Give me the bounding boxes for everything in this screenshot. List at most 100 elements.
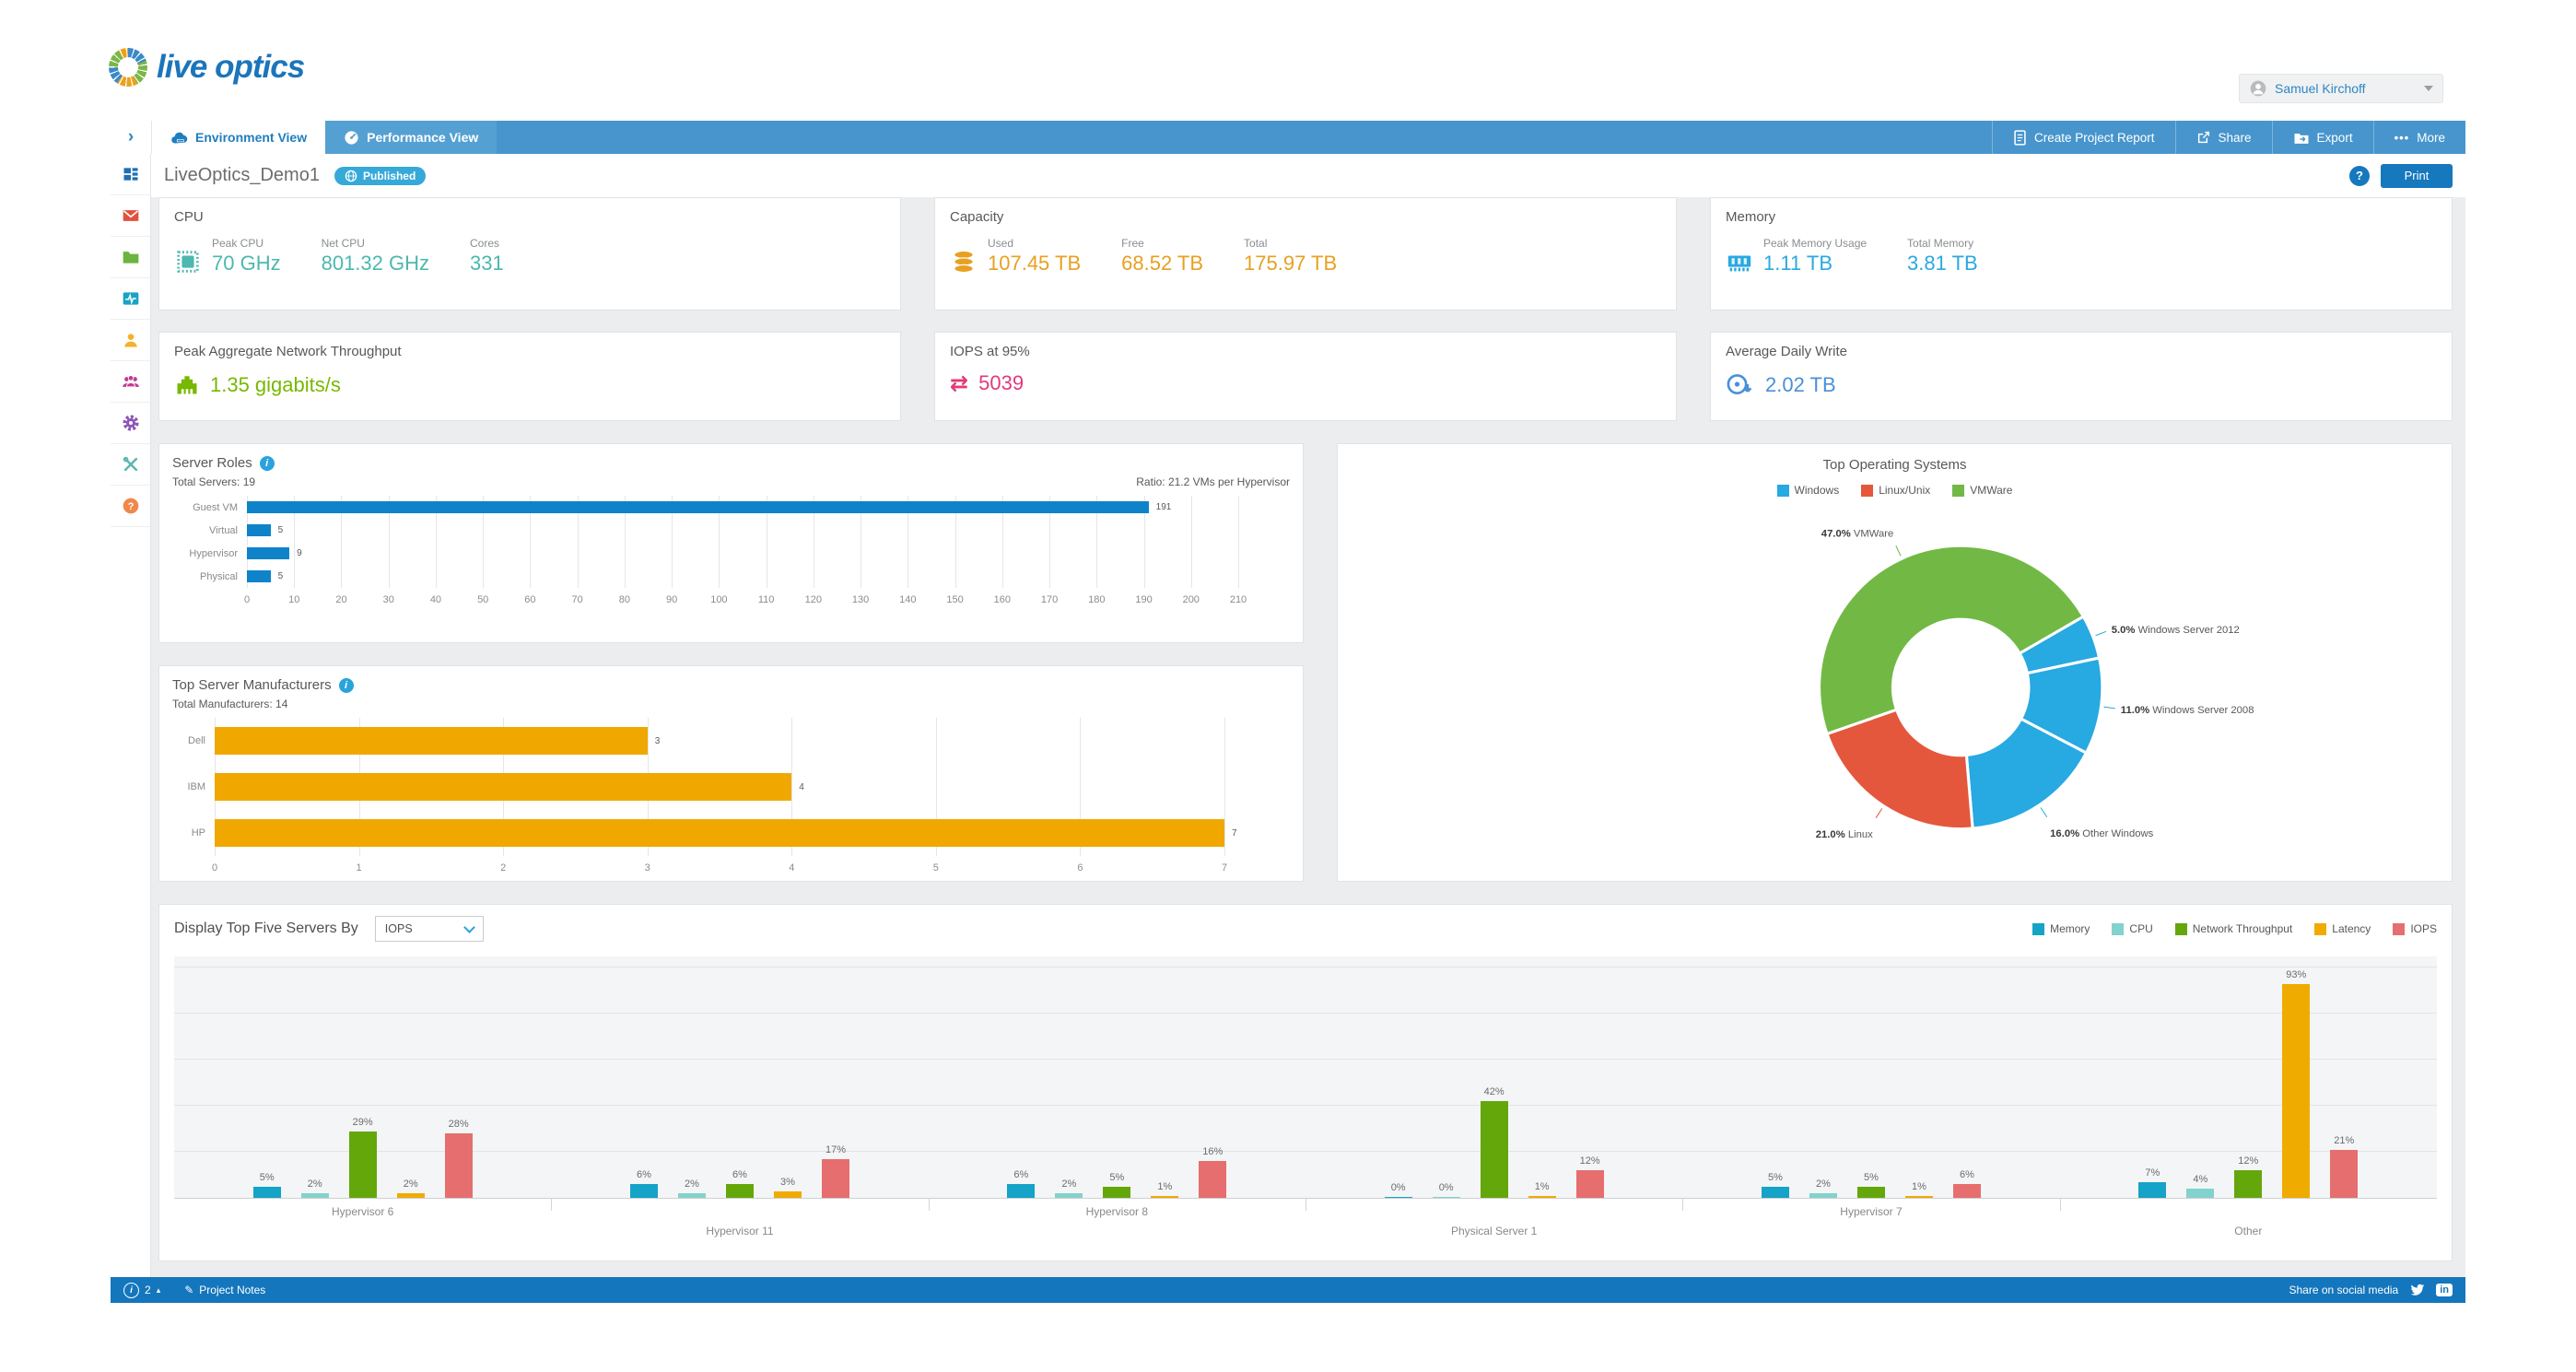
share-social-label: Share on social media — [2289, 1284, 2399, 1296]
legend-item-Linux/Unix[interactable]: Linux/Unix — [1861, 484, 1930, 497]
navbar: › Environment View Performance View — [111, 121, 2465, 154]
bar-CPU — [1432, 1197, 1460, 1198]
sidebar-item-dashboard[interactable] — [111, 154, 150, 195]
bar-slot: 0% — [1432, 1182, 1460, 1198]
bar-slot: 12% — [1575, 1155, 1604, 1198]
bar-value-label: 2% — [685, 1179, 699, 1190]
axis-tick: 10 — [288, 594, 300, 605]
legend-swatch — [2112, 922, 2125, 935]
bar-slot: 93% — [2282, 969, 2311, 1198]
legend-item-Memory[interactable]: Memory — [2032, 922, 2090, 935]
create-project-report-button[interactable]: Create Project Report — [1991, 121, 2175, 154]
tab-environment-view[interactable]: Environment View — [152, 121, 326, 154]
legend-item-VMWare[interactable]: VMWare — [1952, 484, 2012, 497]
category-label: Hypervisor — [189, 547, 238, 559]
tab-label: Performance View — [367, 130, 479, 145]
project-notes-button[interactable]: ✎ Project Notes — [184, 1284, 266, 1296]
bar-value-label: 4 — [799, 781, 804, 792]
print-button[interactable]: Print — [2381, 163, 2453, 188]
legend-item-Windows[interactable]: Windows — [1776, 484, 1839, 497]
sidebar-item-settings[interactable] — [111, 403, 150, 444]
bar-value-label: 6% — [1960, 1169, 1974, 1180]
plot-area: 5% 2% 29% 2% 28% 6% 2% 6% 3% 17% 6% 2% 5% 1% 16% 0% 0% 42… — [174, 956, 2437, 1211]
bar-value-label: 6% — [1013, 1169, 1029, 1180]
axis-tick: 7 — [1221, 862, 1228, 874]
sidebar-item-messages[interactable] — [111, 195, 150, 237]
linkedin-icon[interactable]: in — [2436, 1284, 2453, 1296]
disk-write-icon — [1726, 371, 1755, 397]
sidebar-item-projects[interactable] — [111, 237, 150, 278]
server-group-Hypervisor 11: 6% 2% 6% 3% 17% — [551, 956, 928, 1198]
sidebar-collapse-button[interactable]: › — [111, 121, 152, 154]
legend-item-CPU[interactable]: CPU — [2112, 922, 2153, 935]
bar-slot: 5% — [252, 1172, 281, 1198]
bar-value-label: 28% — [448, 1119, 469, 1130]
axis-tick: 2 — [500, 862, 507, 874]
gridline — [1096, 496, 1098, 588]
sidebar-item-performance[interactable] — [111, 278, 150, 320]
top-servers-chart: 5% 2% 29% 2% 28% 6% 2% 6% 3% 17% 6% 2% 5% 1% 16% 0% 0% 42… — [174, 956, 2437, 1239]
chevron-down-icon — [2424, 86, 2433, 91]
bar-CPU — [2186, 1189, 2215, 1198]
bar-slot: 4% — [2186, 1174, 2215, 1198]
bar-slot: 5% — [1761, 1172, 1789, 1198]
server-group-Hypervisor 7: 5% 2% 5% 1% 6% — [1682, 956, 2059, 1198]
category-slot: Other — [2060, 1199, 2437, 1239]
bar-Memory — [1007, 1184, 1036, 1198]
top-servers-metric-select[interactable]: IOPS — [374, 916, 484, 942]
bar-slot: 0% — [1384, 1182, 1412, 1198]
export-button[interactable]: Export — [2271, 121, 2373, 154]
axis-tick: 170 — [1040, 594, 1059, 605]
legend-item-Network Throughput[interactable]: Network Throughput — [2174, 922, 2292, 935]
bar-Latency — [1151, 1195, 1179, 1198]
gridline — [935, 718, 937, 856]
more-button[interactable]: ••• More — [2372, 121, 2465, 154]
legend-swatch — [2314, 922, 2327, 935]
axis-tick: 4 — [789, 862, 795, 874]
bar-value-label: 3 — [654, 735, 661, 746]
tab-performance-view[interactable]: Performance View — [325, 121, 498, 154]
gridline — [1224, 718, 1225, 856]
user-menu[interactable]: Samuel Kirchoff — [2239, 74, 2443, 103]
memory-card: Memory Peak Memory Usage 1.11 TB — [1710, 197, 2453, 311]
bar — [215, 727, 648, 755]
axis-tick: 40 — [429, 594, 442, 605]
sidebar-item-help[interactable]: ? — [111, 486, 150, 527]
gridline — [791, 718, 793, 856]
card-title: Capacity — [950, 209, 1004, 225]
category-slot: Hypervisor 6 — [174, 1199, 551, 1239]
legend-item-Latency[interactable]: Latency — [2314, 922, 2371, 935]
bar-IOPS — [2330, 1149, 2359, 1198]
legend-item-IOPS[interactable]: IOPS — [2393, 922, 2437, 935]
bar-IOPS — [821, 1158, 849, 1198]
gridline — [294, 496, 296, 588]
category-label: Virtual — [209, 524, 238, 536]
chart-title: Display Top Five Servers By — [174, 921, 358, 936]
category-label: Hypervisor 6 — [331, 1205, 394, 1218]
info-icon[interactable]: i — [259, 455, 275, 471]
axis-tick: 30 — [382, 594, 394, 605]
bar-Latency — [1528, 1195, 1556, 1198]
notification-count[interactable]: i 2 ▴ — [123, 1282, 160, 1298]
axis-tick: 6 — [1077, 862, 1083, 874]
sidebar: ? — [111, 154, 151, 1277]
bar — [215, 773, 792, 801]
share-button[interactable]: Share — [2174, 121, 2272, 154]
sidebar-item-tools[interactable] — [111, 444, 150, 486]
os-donut-chart: 5.0% Windows Server 2012 11.0% Windows Se… — [1816, 529, 2254, 841]
help-button[interactable]: ? — [2349, 165, 2370, 186]
bar-Latency — [396, 1193, 425, 1198]
label-leader-line — [1875, 808, 1883, 818]
bar-slot: 1% — [1151, 1181, 1179, 1198]
svg-text:?: ? — [127, 501, 134, 512]
gridline — [341, 496, 343, 588]
sidebar-item-team[interactable] — [111, 361, 150, 403]
info-icon[interactable]: i — [338, 677, 354, 693]
bar-value-label: 0% — [1390, 1182, 1406, 1193]
axis-tick: 140 — [899, 594, 917, 605]
main-content: LiveOptics_Demo1 Published ? Print CPU — [151, 154, 2465, 1277]
twitter-icon[interactable] — [2409, 1284, 2425, 1297]
top-operating-systems-card: Top Operating Systems Windows Linux/Unix V… — [1337, 443, 2453, 882]
category-label: Guest VM — [193, 501, 238, 513]
sidebar-item-profile[interactable] — [111, 320, 150, 361]
